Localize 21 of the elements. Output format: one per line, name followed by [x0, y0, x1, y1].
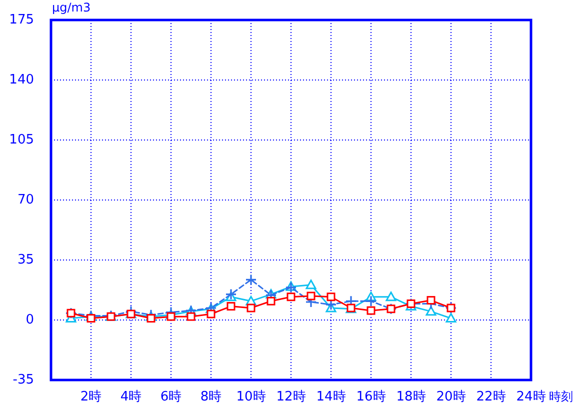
y-axis-title: μg/m3: [52, 0, 91, 14]
x-tick-label: 2時: [80, 390, 102, 405]
x-tick-label: 18時: [396, 390, 426, 405]
y-tick-label: 140: [9, 72, 34, 88]
x-tick-label: 22時: [476, 390, 506, 405]
x-tick-label: 10時: [236, 390, 266, 405]
x-tick-label: 4時: [120, 390, 142, 405]
x-axis-title: 時刻: [549, 389, 573, 404]
x-tick-label: 12時: [276, 390, 306, 405]
y-tick-label: 175: [9, 12, 34, 28]
x-tick-label: 6時: [160, 390, 182, 405]
y-tick-label: 0: [26, 312, 34, 328]
x-tick-label: 8時: [200, 390, 222, 405]
y-tick-label: 35: [17, 252, 34, 268]
x-tick-label: 24時: [516, 390, 546, 405]
y-tick-label: 70: [17, 192, 34, 208]
x-tick-label: 16時: [356, 390, 386, 405]
x-tick-label: 20時: [436, 390, 466, 405]
y-tick-label: 105: [9, 132, 34, 148]
x-tick-label: 14時: [316, 390, 346, 405]
y-tick-label: -35: [12, 372, 34, 388]
